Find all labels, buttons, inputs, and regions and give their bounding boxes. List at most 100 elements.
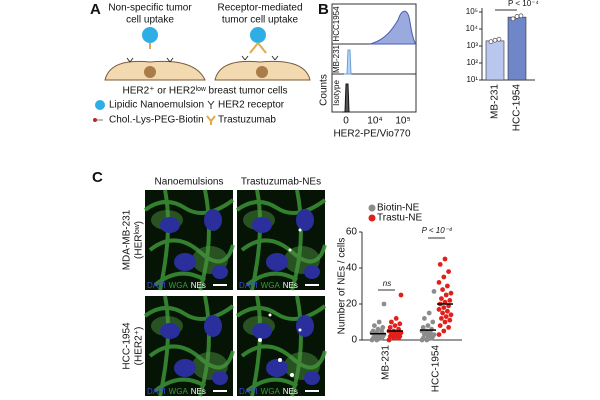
row-label: (HERˡᵒʷ) bbox=[134, 221, 145, 259]
point bbox=[431, 332, 437, 337]
point bbox=[442, 256, 448, 262]
bar bbox=[485, 40, 505, 81]
row-label: HCC1954 bbox=[332, 6, 341, 42]
point bbox=[492, 37, 498, 43]
nanoemulsion bbox=[250, 27, 266, 43]
legend-icon bbox=[206, 115, 216, 125]
point bbox=[518, 13, 524, 19]
point bbox=[397, 334, 403, 339]
caption-part: DAPI bbox=[239, 281, 258, 290]
y-tick-label: 10² bbox=[466, 58, 478, 67]
legend-label: Biotin-NE bbox=[377, 203, 420, 214]
frame bbox=[331, 3, 417, 113]
point bbox=[488, 39, 494, 44]
y-tick-label: 20 bbox=[346, 299, 358, 310]
bar bbox=[507, 16, 527, 81]
caption-part: DAPI bbox=[239, 387, 258, 396]
point bbox=[510, 16, 516, 22]
annotation: P < 10⁻⁴ bbox=[508, 0, 539, 8]
y-tick-label: 0 bbox=[351, 335, 357, 346]
legend-icon bbox=[95, 100, 105, 110]
point bbox=[420, 325, 426, 330]
row-label: (HER2⁺) bbox=[134, 327, 145, 366]
legend-text: Lipidic Nanoemulsion bbox=[109, 100, 204, 111]
micrograph bbox=[235, 188, 327, 292]
image-caption: DAPI WGA NEs bbox=[147, 281, 206, 290]
x-tick-label: 0 bbox=[343, 116, 349, 127]
y-label: Counts bbox=[319, 74, 330, 106]
nucleus bbox=[144, 66, 156, 78]
column-title: Trastuzumab-NEs bbox=[241, 177, 321, 188]
point bbox=[443, 292, 449, 298]
bar-chart: 10¹ 10² 10³ 10⁴ 10⁵ MB-231 HCC-1954 P < 10⁻⁴ bbox=[466, 0, 540, 131]
point bbox=[392, 323, 398, 328]
title: cell uptake bbox=[126, 15, 174, 26]
column-title: Nanoemulsions bbox=[155, 177, 224, 188]
point bbox=[425, 323, 431, 328]
legend-swatch bbox=[368, 214, 376, 222]
y-label: Number of NEs / cells bbox=[337, 238, 348, 335]
panel-a: A Non-specific tumor cell uptake Recepto… bbox=[90, 1, 311, 126]
point bbox=[429, 326, 434, 332]
point bbox=[376, 319, 382, 325]
ligand bbox=[149, 42, 267, 54]
point bbox=[375, 326, 381, 332]
point bbox=[436, 280, 442, 285]
image-caption: DAPI WGA NEs bbox=[239, 387, 298, 396]
point bbox=[393, 316, 399, 321]
annotation: ns bbox=[383, 279, 391, 288]
point bbox=[446, 325, 451, 330]
title: tumor cell uptake bbox=[222, 15, 299, 26]
x-tick-label: MB-231 bbox=[381, 345, 392, 380]
point bbox=[420, 335, 426, 341]
point bbox=[439, 296, 444, 301]
point bbox=[447, 317, 453, 323]
point bbox=[440, 310, 445, 316]
caption-part: WGA bbox=[261, 387, 281, 396]
point bbox=[439, 316, 444, 321]
point bbox=[446, 269, 451, 274]
point bbox=[426, 310, 432, 316]
panel-label: C bbox=[92, 169, 103, 186]
point bbox=[441, 305, 447, 310]
legend-text: Trastuzumab bbox=[218, 115, 276, 126]
caption-part: NEs bbox=[283, 387, 298, 396]
image-caption: DAPI WGA NEs bbox=[239, 281, 298, 290]
caption-part: NEs bbox=[191, 281, 206, 290]
micrograph bbox=[143, 294, 235, 398]
x-tick-label: MB-231 bbox=[490, 84, 501, 119]
point bbox=[437, 262, 443, 267]
point bbox=[422, 316, 427, 321]
point bbox=[445, 308, 450, 314]
histogram bbox=[344, 49, 352, 75]
row-label: HCC-1954 bbox=[122, 322, 133, 370]
legend-text: Chol.-Lys-PEG-Biotin bbox=[109, 115, 204, 126]
legend-label: Trastu-NE bbox=[377, 213, 423, 224]
x-tick-label: 10⁴ bbox=[367, 116, 382, 127]
point bbox=[441, 274, 447, 280]
legend-icon bbox=[93, 118, 97, 122]
x-tick-label: HCC-1954 bbox=[431, 345, 442, 393]
point bbox=[372, 323, 377, 328]
panel-label: B bbox=[318, 1, 329, 18]
histogram bbox=[342, 83, 350, 113]
receptor bbox=[126, 55, 279, 63]
point bbox=[448, 290, 454, 296]
caption-part: WGA bbox=[169, 387, 189, 396]
y-tick-label: 10⁵ bbox=[466, 7, 478, 16]
caption-part: DAPI bbox=[147, 387, 166, 396]
point bbox=[436, 332, 442, 337]
point bbox=[430, 319, 436, 325]
histogram bbox=[369, 10, 418, 45]
x-tick-label: 10⁵ bbox=[395, 116, 410, 127]
caption-part: NEs bbox=[191, 387, 206, 396]
micrograph bbox=[143, 188, 235, 292]
caption: HER2⁺ or HER2ˡᵒʷ breast tumor cells bbox=[123, 86, 288, 97]
panel-b: B HCC1954 MB-231 Isotype Counts 0 10⁴ 10… bbox=[318, 1, 418, 140]
point bbox=[397, 321, 403, 327]
caption-part: WGA bbox=[261, 281, 281, 290]
caption-part: DAPI bbox=[147, 281, 166, 290]
point bbox=[389, 319, 394, 325]
